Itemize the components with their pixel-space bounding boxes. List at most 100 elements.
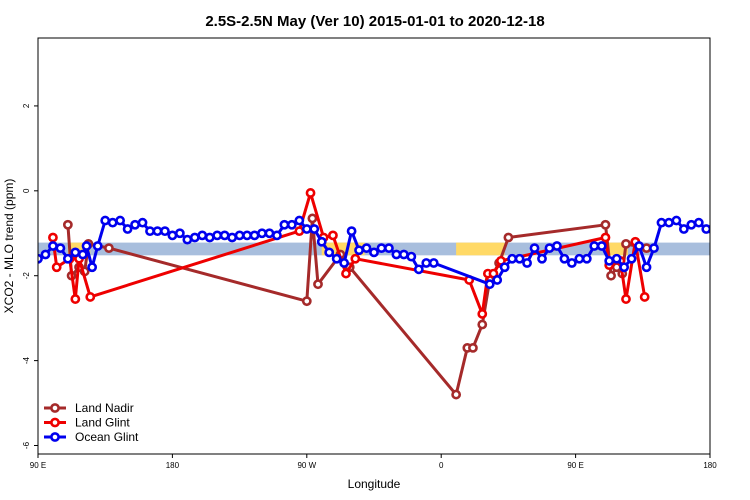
- y-tick-label: -4: [22, 357, 31, 365]
- data-point: [350, 253, 361, 264]
- data-point: [115, 215, 126, 226]
- data-point: [559, 253, 570, 264]
- data-point: [87, 262, 98, 273]
- data-point: [227, 232, 238, 243]
- data-point: [48, 232, 58, 243]
- data-point: [589, 241, 600, 251]
- data-point: [544, 243, 555, 254]
- data-point: [621, 238, 631, 249]
- legend-label: Land Glint: [75, 416, 130, 430]
- data-point: [671, 215, 682, 226]
- axis-layer: 90 E 180 90 W 0 90 E 180 2 0 -2 -4 -6: [22, 103, 717, 470]
- data-point: [503, 232, 514, 243]
- data-point: [219, 230, 230, 241]
- data-point: [100, 215, 111, 226]
- x-tick-label: 90 E: [567, 461, 583, 470]
- data-point: [451, 389, 462, 400]
- plot-frame: [37, 37, 711, 455]
- data-point: [626, 253, 637, 264]
- legend-marker: [50, 432, 60, 442]
- data-point: [664, 217, 674, 228]
- data-point: [566, 258, 577, 268]
- data-point: [305, 188, 316, 198]
- data-point: [331, 253, 342, 264]
- data-point: [279, 219, 290, 230]
- y-tick-label: 0: [22, 188, 31, 193]
- highlight-region: [456, 242, 505, 256]
- data-point: [529, 243, 540, 254]
- data-point: [212, 230, 223, 241]
- data-point: [81, 241, 92, 251]
- data-point: [484, 279, 495, 290]
- data-point: [137, 217, 148, 228]
- data-point: [62, 219, 73, 230]
- x-tick-label: 180: [166, 461, 180, 470]
- data-point: [600, 232, 611, 243]
- data-point: [499, 262, 510, 273]
- data-point: [604, 255, 615, 266]
- x-tick-label: 0: [439, 461, 444, 470]
- data-point: [468, 342, 478, 353]
- data-point: [384, 243, 394, 254]
- data-point: [48, 241, 58, 251]
- data-point: [341, 268, 351, 279]
- data-point: [678, 224, 689, 234]
- data-point: [413, 264, 424, 275]
- data-point: [581, 253, 592, 264]
- series-ocean-glint: [38, 215, 710, 290]
- data-point: [641, 262, 652, 273]
- data-point: [600, 219, 611, 230]
- data-point: [85, 292, 96, 302]
- data-point: [346, 226, 357, 237]
- y-axis-label: XCO2 - MLO trend (ppm): [2, 179, 16, 314]
- x-tick-label: 90 W: [297, 461, 316, 470]
- data-point: [70, 294, 81, 304]
- legend-label: Ocean Glint: [75, 430, 139, 444]
- data-point: [316, 236, 327, 247]
- x-tick-label: 180: [703, 461, 717, 470]
- data-point: [182, 234, 193, 245]
- data-point: [51, 262, 62, 273]
- data-point: [257, 228, 267, 239]
- data-point: [656, 217, 667, 228]
- legend-label: Land Nadir: [75, 401, 134, 415]
- data-point: [421, 258, 432, 268]
- data-point: [693, 217, 704, 228]
- data-point: [130, 219, 140, 230]
- series-layer: [38, 188, 710, 400]
- data-point: [492, 275, 503, 285]
- y-tick-label: 2: [22, 103, 31, 108]
- data-point: [639, 292, 650, 302]
- data-point: [391, 249, 402, 260]
- x-axis-label: Longitude: [348, 477, 401, 491]
- data-point: [174, 228, 185, 239]
- data-point: [574, 253, 585, 264]
- data-point: [249, 230, 260, 241]
- data-point: [152, 226, 163, 237]
- data-point: [160, 226, 170, 237]
- data-point: [204, 232, 215, 243]
- data-point: [145, 226, 155, 237]
- data-point: [537, 253, 547, 264]
- chart-title: 2.5S-2.5N May (Ver 10) 2015-01-01 to 202…: [205, 13, 544, 30]
- data-point: [107, 217, 118, 228]
- data-point: [328, 230, 338, 241]
- data-point: [70, 247, 81, 258]
- data-point: [339, 258, 350, 268]
- data-point: [92, 241, 103, 251]
- data-point: [294, 226, 305, 237]
- y-tick-label: -2: [22, 272, 31, 280]
- data-point: [428, 258, 439, 268]
- data-point: [313, 279, 323, 290]
- data-point: [234, 230, 245, 241]
- y-tick-label: -6: [22, 441, 31, 449]
- x-tick-label: 90 E: [30, 461, 46, 470]
- data-point: [272, 230, 282, 241]
- data-point: [376, 243, 387, 254]
- data-point: [596, 241, 607, 251]
- data-point: [361, 243, 372, 254]
- data-point: [477, 319, 488, 330]
- data-point: [197, 230, 208, 241]
- data-point: [55, 243, 66, 254]
